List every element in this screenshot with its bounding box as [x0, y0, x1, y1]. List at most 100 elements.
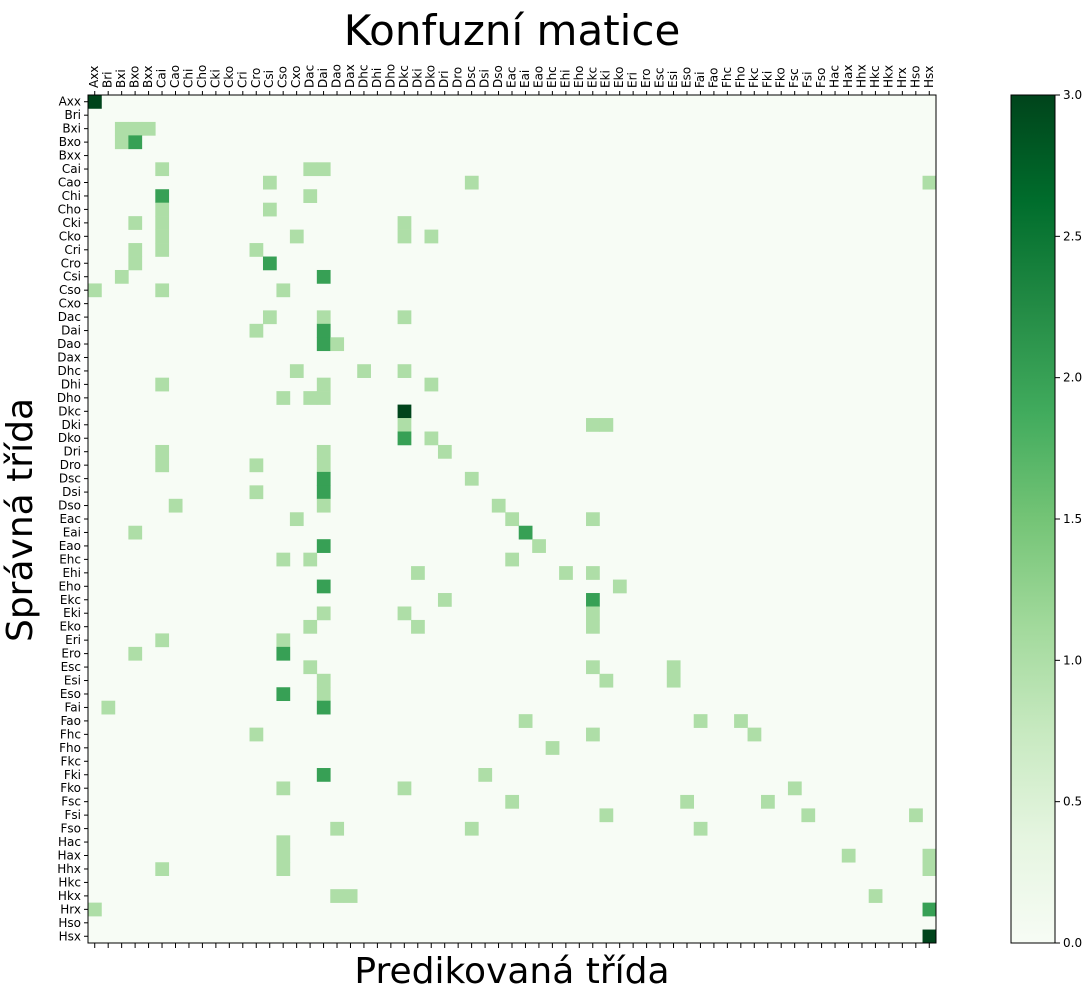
heatmap-cell — [478, 768, 493, 782]
y-tick-label: Dkc — [58, 404, 81, 418]
y-tick-label: Cho — [58, 202, 81, 216]
heatmap-cell — [316, 444, 331, 459]
x-tick-label: Fsi — [801, 72, 815, 89]
x-tick-label: Fkc — [747, 68, 761, 88]
x-tick-label: Bxi — [114, 69, 128, 88]
heatmap-cell — [518, 714, 533, 728]
heatmap-cell — [666, 660, 681, 675]
heatmap-cell — [437, 444, 452, 459]
y-tick-label: Eko — [60, 620, 81, 634]
heatmap-cell — [545, 741, 560, 755]
heatmap-cell — [276, 646, 291, 661]
y-tick-label: Dai — [61, 324, 81, 338]
x-tick-label: Dac — [303, 65, 317, 88]
heatmap-cell — [249, 458, 264, 473]
heatmap-cell — [303, 660, 318, 675]
x-tick-label: Bxx — [141, 66, 155, 88]
heatmap-cell — [155, 377, 170, 392]
heatmap-cell — [397, 216, 412, 230]
heatmap-cell — [397, 229, 412, 244]
heatmap-cell — [397, 364, 412, 378]
heatmap-cell — [316, 310, 331, 325]
heatmap-cell — [155, 189, 170, 203]
heatmap-cell — [397, 431, 412, 446]
heatmap-cell — [586, 418, 600, 432]
heatmap-cell — [276, 633, 291, 648]
y-tick-label: Dhc — [58, 364, 81, 378]
heatmap-cell — [303, 391, 318, 405]
x-tick-label: Dko — [424, 65, 438, 88]
y-tick-label: Fkc — [61, 754, 81, 768]
x-tick-label: Hkc — [868, 65, 882, 88]
x-tick-label: Dki — [410, 68, 424, 88]
heatmap-cell — [316, 458, 331, 473]
heatmap-cell — [330, 889, 345, 903]
y-tick-label: Cao — [58, 175, 81, 189]
heatmap-cell — [88, 95, 102, 109]
heatmap-cell — [289, 512, 304, 527]
heatmap-cell — [276, 848, 291, 863]
x-tick-label: Fhc — [720, 67, 734, 88]
heatmap-cell — [303, 162, 318, 177]
heatmap-cell — [424, 229, 439, 244]
heatmap-cell — [128, 525, 143, 540]
heatmap-cell — [276, 835, 291, 850]
heatmap-cell — [303, 189, 318, 203]
x-tick-label: Cao — [168, 65, 182, 88]
heatmap-cell — [168, 498, 183, 513]
heatmap-cell — [922, 862, 937, 876]
heatmap-cell — [316, 700, 331, 715]
heatmap-cell — [249, 243, 264, 257]
x-tick-label: Cro — [249, 68, 263, 88]
y-tick-label: Hrx — [60, 902, 81, 916]
y-tick-label: Hsx — [59, 929, 81, 943]
heatmap-cell — [747, 727, 762, 742]
y-tick-label: Esi — [64, 674, 81, 688]
x-tick-label: Ero — [639, 68, 653, 88]
x-tick-label: Esi — [666, 71, 680, 88]
heatmap-cell — [330, 821, 345, 836]
heatmap-cell — [599, 673, 614, 688]
y-tick-labels: AxxBriBxiBxoBxxCaiCaoChiChoCkiCkoCriCroC… — [57, 95, 81, 944]
y-tick-label: Dro — [60, 458, 81, 472]
heatmap-cell — [586, 660, 600, 675]
x-tick-label: Cxo — [289, 66, 303, 88]
colorbar-tick-label: 0.5 — [1063, 795, 1082, 809]
x-tick-label: Axx — [87, 66, 101, 88]
chart-title: Konfuzní matice — [344, 6, 681, 55]
heatmap-cell — [155, 283, 170, 298]
x-tick-label: Dao — [330, 64, 344, 88]
x-tick-label: Ekc — [585, 67, 599, 88]
heatmap-cell — [599, 418, 614, 432]
heatmap-cell — [424, 377, 439, 392]
heatmap-cell — [128, 243, 143, 257]
heatmap-cell — [155, 216, 170, 230]
heatmap-cell — [316, 391, 331, 405]
heatmap-cell — [303, 552, 318, 567]
colorbar — [1010, 94, 1056, 944]
y-tick-label: Hkc — [58, 875, 81, 889]
heatmap-cell — [599, 808, 614, 823]
y-tick-label: Ekc — [60, 593, 81, 607]
x-tick-marks — [94, 91, 930, 95]
heatmap-cell — [155, 862, 170, 876]
heatmap-cell — [276, 391, 291, 405]
y-tick-label: Hkx — [58, 889, 81, 903]
heatmap-cell — [249, 485, 264, 500]
y-tick-label: Cxo — [59, 297, 81, 311]
heatmap-cell — [559, 566, 573, 580]
y-tick-label: Hax — [58, 849, 81, 863]
y-tick-label: Eki — [63, 606, 81, 620]
heatmap-cell — [424, 431, 439, 446]
heatmap-cell — [586, 727, 600, 742]
heatmap-cell — [680, 794, 695, 809]
y-tick-label: Dao — [57, 337, 81, 351]
y-tick-label: Fko — [60, 781, 81, 795]
x-tick-label: Cso — [276, 66, 290, 88]
x-tick-label: Dro — [451, 67, 465, 88]
heatmap-cell — [128, 216, 143, 230]
heatmap-cell — [276, 781, 291, 796]
heatmap-cell — [343, 889, 358, 903]
x-tick-label: Dsi — [478, 69, 492, 88]
heatmap-cell — [249, 727, 264, 742]
